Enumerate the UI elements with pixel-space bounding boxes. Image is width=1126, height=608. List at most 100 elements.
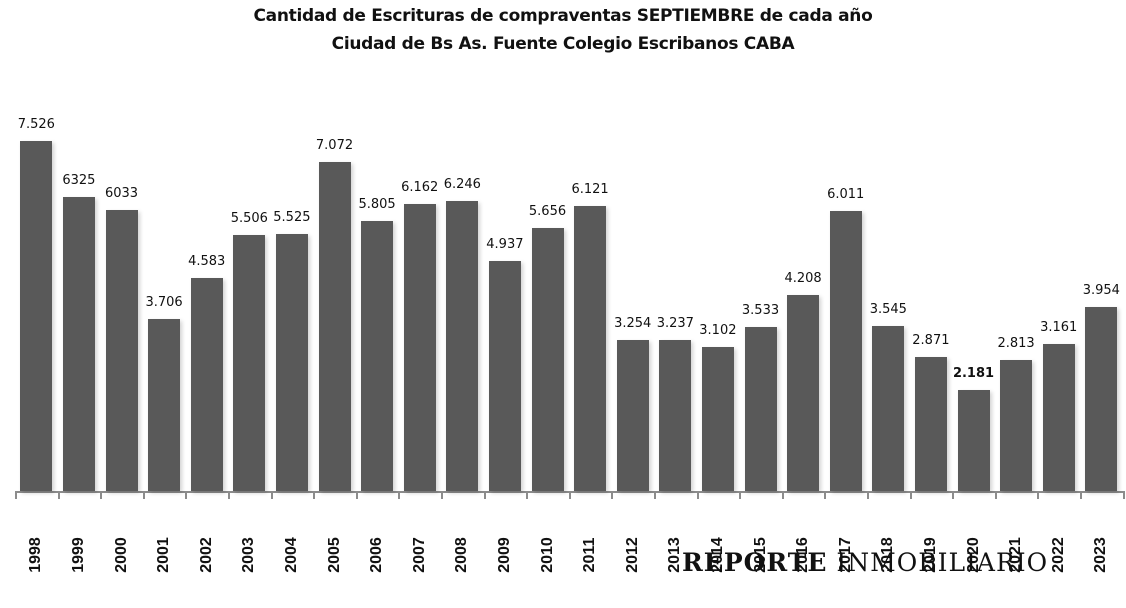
- value-label-2014: 3.102: [699, 322, 737, 338]
- x-axis-tick: [867, 491, 869, 499]
- x-axis-tick: [142, 491, 145, 499]
- value-label-2021: 2.813: [997, 336, 1035, 352]
- x-axis-tick: [526, 491, 529, 499]
- brand-logo: REPORTE INMOBILIARIO: [682, 548, 1048, 577]
- x-tick-label-2000: 2000: [112, 537, 130, 573]
- value-label-2005: 7.072: [315, 138, 354, 154]
- bar-2023: [1085, 307, 1118, 491]
- value-label-2015: 3.533: [741, 302, 780, 318]
- bar-2014: [701, 346, 734, 491]
- x-axis-tick: [270, 491, 273, 499]
- value-label-2022: 3.161: [1040, 319, 1078, 335]
- x-tick-label-1999: 1999: [69, 537, 87, 573]
- x-axis-tick: [994, 491, 997, 499]
- x-axis-tick: [313, 491, 316, 499]
- x-axis-tick: [100, 491, 103, 499]
- bar-2004: [275, 234, 308, 491]
- x-axis-tick: [398, 491, 401, 499]
- bar-2021: [1000, 360, 1033, 491]
- x-tick-label-2010: 2010: [538, 537, 556, 573]
- value-label-2017: 6.011: [827, 187, 865, 203]
- x-tick-label-2011: 2011: [581, 537, 599, 573]
- bar-2002: [190, 277, 223, 491]
- x-axis-tick: [909, 491, 912, 499]
- x-axis-tick: [355, 491, 358, 499]
- value-label-2011: 6.121: [571, 182, 609, 198]
- value-label-2000: 6033: [104, 186, 139, 202]
- bar-2000: [105, 210, 138, 491]
- bar-2009: [488, 261, 521, 491]
- x-axis-tick: [824, 491, 827, 499]
- x-axis-tick: [441, 491, 443, 499]
- bar-2007: [403, 204, 436, 491]
- bar-2003: [233, 234, 266, 491]
- x-axis-tick: [1122, 491, 1125, 499]
- bar-1998: [20, 141, 53, 491]
- value-label-2023: 3.954: [1082, 283, 1120, 299]
- bar-2020: [957, 389, 990, 491]
- bar-2018: [872, 326, 905, 491]
- bar-2006: [361, 221, 394, 491]
- bar-2022: [1042, 343, 1075, 491]
- x-tick-label-2007: 2007: [410, 537, 428, 573]
- brand-word-inmobiliario: INMOBILIARIO: [836, 548, 1049, 577]
- x-axis-tick: [57, 491, 60, 499]
- value-label-2006: 5.805: [358, 197, 396, 213]
- brand-word-reporte: REPORTE: [682, 548, 828, 577]
- x-axis-tick: [781, 491, 784, 499]
- value-label-2004: 5.525: [273, 210, 311, 226]
- value-label-2012: 3.254: [614, 315, 652, 331]
- chart-title-line-1: Cantidad de Escrituras de compraventas S…: [253, 6, 873, 26]
- value-label-2007: 6.162: [401, 180, 439, 196]
- value-label-1998: 7.526: [17, 117, 55, 132]
- bar-2010: [531, 227, 564, 491]
- x-axis-tick: [611, 491, 614, 499]
- x-tick-label-2004: 2004: [282, 537, 300, 573]
- bar-2008: [446, 200, 479, 491]
- x-tick-label-2008: 2008: [453, 537, 471, 573]
- bar-2016: [787, 295, 820, 491]
- x-axis-tick: [696, 491, 699, 499]
- value-label-2001: 3.706: [145, 294, 183, 310]
- value-label-2016: 4.208: [784, 271, 822, 287]
- x-tick-label-2009: 2009: [495, 537, 513, 573]
- bar-2005: [318, 162, 351, 491]
- x-tick-label-2003: 2003: [240, 537, 258, 573]
- x-tick-label-1998: 1998: [27, 537, 45, 573]
- x-axis-tick: [15, 491, 17, 499]
- value-label-2002: 4.583: [188, 253, 226, 269]
- bar-2013: [659, 340, 692, 491]
- x-tick-label-2023: 2023: [1092, 537, 1110, 573]
- x-axis-tick: [483, 491, 486, 499]
- x-tick-label-2012: 2012: [623, 537, 641, 573]
- x-axis-tick: [739, 491, 742, 499]
- value-label-2009: 4.937: [486, 237, 524, 253]
- x-tick-label-2002: 2002: [197, 537, 215, 573]
- chart-title-line-2: Ciudad de Bs As. Fuente Colegio Escriban…: [331, 34, 795, 54]
- x-axis-tick: [654, 491, 656, 499]
- value-label-2013: 3.237: [656, 316, 694, 332]
- value-label-2008: 6.246: [443, 176, 481, 192]
- value-label-1999: 6325: [62, 172, 96, 188]
- x-tick-label-2022: 2022: [1049, 537, 1067, 573]
- x-tick-label-2006: 2006: [368, 537, 386, 573]
- bar-1999: [62, 196, 95, 491]
- value-label-2020: 2.181: [952, 365, 995, 381]
- value-label-2019: 2.871: [912, 333, 950, 349]
- x-tick-label-2001: 2001: [155, 537, 173, 573]
- bar-2015: [744, 326, 777, 491]
- x-axis-tick: [1037, 491, 1040, 499]
- x-axis-tick: [952, 491, 955, 499]
- value-label-2003: 5.506: [230, 210, 268, 226]
- x-axis-tick: [228, 491, 230, 499]
- x-axis-tick: [1080, 491, 1082, 499]
- bar-2001: [148, 318, 181, 491]
- x-tick-label-2005: 2005: [325, 537, 343, 573]
- bar-2011: [574, 206, 607, 491]
- bar-2012: [616, 339, 649, 491]
- bar-2019: [914, 357, 947, 491]
- x-axis-tick: [568, 491, 571, 499]
- x-axis-tick: [185, 491, 188, 499]
- bar-2017: [829, 211, 862, 491]
